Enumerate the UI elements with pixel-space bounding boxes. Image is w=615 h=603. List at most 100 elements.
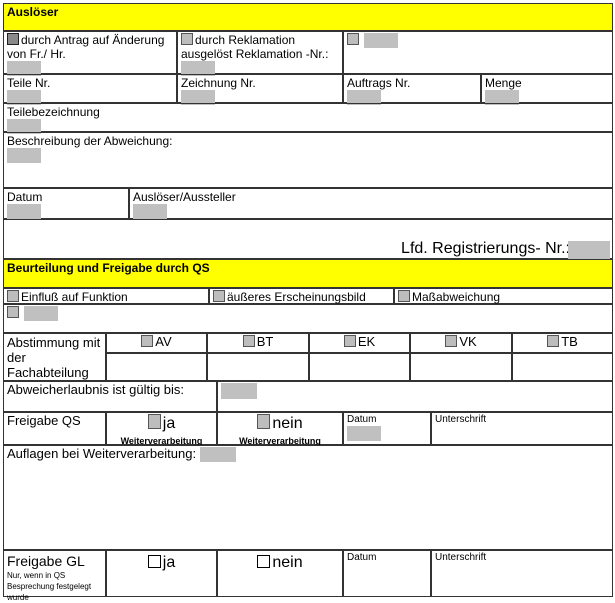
freigabe-qs-cell: Freigabe QS [3,412,106,445]
zeichnung-nr-field[interactable] [181,90,215,105]
dept-ek-checkbox[interactable] [343,335,356,347]
dept-av-sign[interactable] [106,353,207,381]
qs-datum-label: Datum [347,414,377,425]
antrag-cell: durch Antrag auf Änderung von Fr./ Hr. [3,31,177,76]
qs-ja-sub: Weiterverarbeitung [120,436,203,446]
auftrags-nr-cell: Auftrags Nr. [343,74,481,105]
auflagen-cell: Auflagen bei Weiterverarbeitung: [3,445,613,550]
aeusseres-cell: äußeres Erscheinungsbild [209,288,394,304]
freigabe-gl-label: Freigabe GL [7,553,85,569]
other-checkbox[interactable] [347,33,359,45]
section-title: Auslöser [7,5,59,19]
zeichnung-nr-label: Zeichnung Nr. [181,76,256,90]
qs-datum-cell: Datum [343,412,431,445]
datum-cell: Datum [3,188,129,219]
lfd-nr-field[interactable] [568,241,610,259]
dept-vk-cell: VK [410,333,512,353]
mass-checkbox[interactable] [398,290,410,302]
beschreibung-label: Beschreibung der Abweichung: [7,134,173,148]
einfluss-label: Einfluß auf Funktion [21,290,128,304]
dept-tb-cell: TB [512,333,613,353]
lfd-nr-label: Lfd. Registrierungs- Nr.: [401,240,570,257]
reklamation-cell: durch Reklamation ausgelöst Reklamation … [177,31,343,76]
freigabe-qs-label: Freigabe QS [7,413,81,428]
section-title: Beurteilung und Freigabe durch QS [7,261,210,275]
qs-ja-checkbox[interactable] [147,414,161,429]
abstimmung-cell: Abstimmung mit der Fachabteilung [3,333,106,381]
teilebezeichnung-field[interactable] [7,119,41,134]
menge-field[interactable] [485,90,519,105]
menge-label: Menge [485,76,522,90]
qs-nein-sub: Weiterverarbeitung [239,436,321,446]
dept-label: TB [561,334,578,349]
auftrags-nr-field[interactable] [347,90,381,105]
ausloeser-field[interactable] [133,204,167,219]
other-cell [343,31,613,74]
teile-nr-cell: Teile Nr. [3,74,177,105]
dept-bt-checkbox[interactable] [242,335,255,347]
gueltig-label: Abweicherlaubnis ist gültig bis: [7,382,185,397]
other-qs-cell [3,304,613,333]
dept-av-cell: AV [106,333,207,353]
section-header-qs: Beurteilung und Freigabe durch QS [3,259,613,288]
dept-vk-checkbox[interactable] [445,335,458,347]
menge-cell: Menge [481,74,613,105]
gl-nein-checkbox[interactable] [257,555,271,568]
dept-label: VK [459,334,477,349]
gl-ja-cell: ja [106,550,217,597]
gl-datum-cell[interactable]: Datum [343,550,431,597]
dept-tb-checkbox[interactable] [547,335,560,347]
gueltig-field[interactable] [221,383,257,399]
beschreibung-field[interactable] [7,148,41,163]
dept-bt-sign[interactable] [207,353,309,381]
reklamation-field[interactable] [181,61,215,76]
gl-ja-label: ja [162,554,176,571]
freigabe-gl-cell: Freigabe GL Nur, wenn in QS Besprechung f… [3,550,106,602]
ausloeser-label: Auslöser/Aussteller [133,190,236,204]
einfluss-checkbox[interactable] [7,290,19,302]
antrag-checkbox[interactable] [7,33,19,45]
teilebezeichnung-cell: Teilebezeichnung [3,103,613,134]
other-qs-checkbox[interactable] [7,306,19,318]
qs-datum-field[interactable] [347,426,381,441]
reklamation-label: durch Reklamation ausgelöst Reklamation … [181,33,329,61]
abstimmung-label: Abstimmung mit der Fachabteilung [7,335,101,380]
dept-vk-sign[interactable] [410,353,512,381]
auflagen-label: Auflagen bei Weiterverarbeitung: [7,446,197,461]
auftrags-nr-label: Auftrags Nr. [347,76,411,90]
gl-unterschrift-cell[interactable]: Unterschrift [431,550,613,597]
qs-nein-checkbox[interactable] [257,414,271,429]
datum-label: Datum [7,190,43,204]
dept-tb-sign[interactable] [512,353,613,381]
other-field[interactable] [364,33,399,48]
mass-cell: Maßabweichung [394,288,613,304]
qs-nein-cell: nein Weiterverarbeitung [217,412,343,446]
auflagen-field[interactable] [199,447,236,462]
gl-nein-label: nein [272,554,303,571]
gl-datum-label: Datum [347,552,377,563]
qs-nein-label: nein [272,415,303,432]
dept-label: AV [155,334,172,349]
teile-nr-label: Teile Nr. [7,76,51,90]
dept-label: BT [256,334,274,349]
reklamation-checkbox[interactable] [181,33,193,45]
gueltig-value-cell [217,381,613,412]
gueltig-cell: Abweicherlaubnis ist gültig bis: [3,381,217,412]
section-header-ausloeser: Auslöser [3,3,613,31]
gl-nein-cell: nein [217,550,343,597]
dept-bt-cell: BT [207,333,309,353]
teile-nr-field[interactable] [7,90,41,105]
dept-label: EK [357,334,376,349]
dept-ek-sign[interactable] [309,353,410,381]
dept-ek-cell: EK [309,333,410,353]
dept-av-checkbox[interactable] [141,335,154,347]
ausloeser-cell: Auslöser/Aussteller [129,188,613,219]
qs-ja-label: ja [162,415,176,432]
gl-ja-checkbox[interactable] [147,555,161,568]
freigabe-gl-note: Nur, wenn in QS Besprechung festgelegt w… [7,571,92,602]
antrag-field[interactable] [7,61,41,76]
datum-field[interactable] [7,204,41,219]
qs-unterschrift-cell[interactable]: Unterschrift [431,412,613,445]
aeusseres-checkbox[interactable] [213,290,225,302]
other-qs-field[interactable] [24,306,59,321]
